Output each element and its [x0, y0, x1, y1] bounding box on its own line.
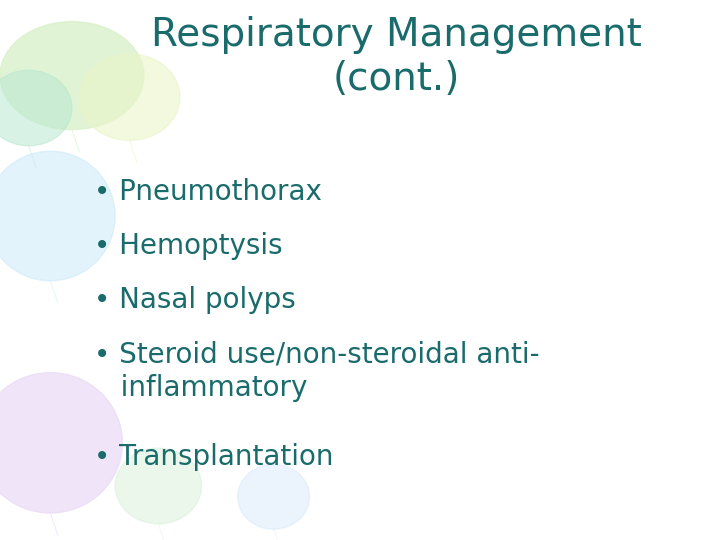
Ellipse shape: [0, 22, 144, 130]
Text: • Transplantation: • Transplantation: [94, 443, 333, 471]
Ellipse shape: [79, 54, 180, 140]
Ellipse shape: [0, 70, 72, 146]
Text: • Pneumothorax: • Pneumothorax: [94, 178, 321, 206]
Ellipse shape: [0, 373, 122, 513]
Text: • Steroid use/non-steroidal anti-
   inflammatory: • Steroid use/non-steroidal anti- inflam…: [94, 340, 539, 402]
Text: • Nasal polyps: • Nasal polyps: [94, 286, 295, 314]
Ellipse shape: [238, 464, 310, 529]
Text: • Hemoptysis: • Hemoptysis: [94, 232, 282, 260]
Ellipse shape: [0, 151, 115, 281]
Text: Respiratory Management
(cont.): Respiratory Management (cont.): [150, 16, 642, 98]
Ellipse shape: [115, 448, 202, 524]
